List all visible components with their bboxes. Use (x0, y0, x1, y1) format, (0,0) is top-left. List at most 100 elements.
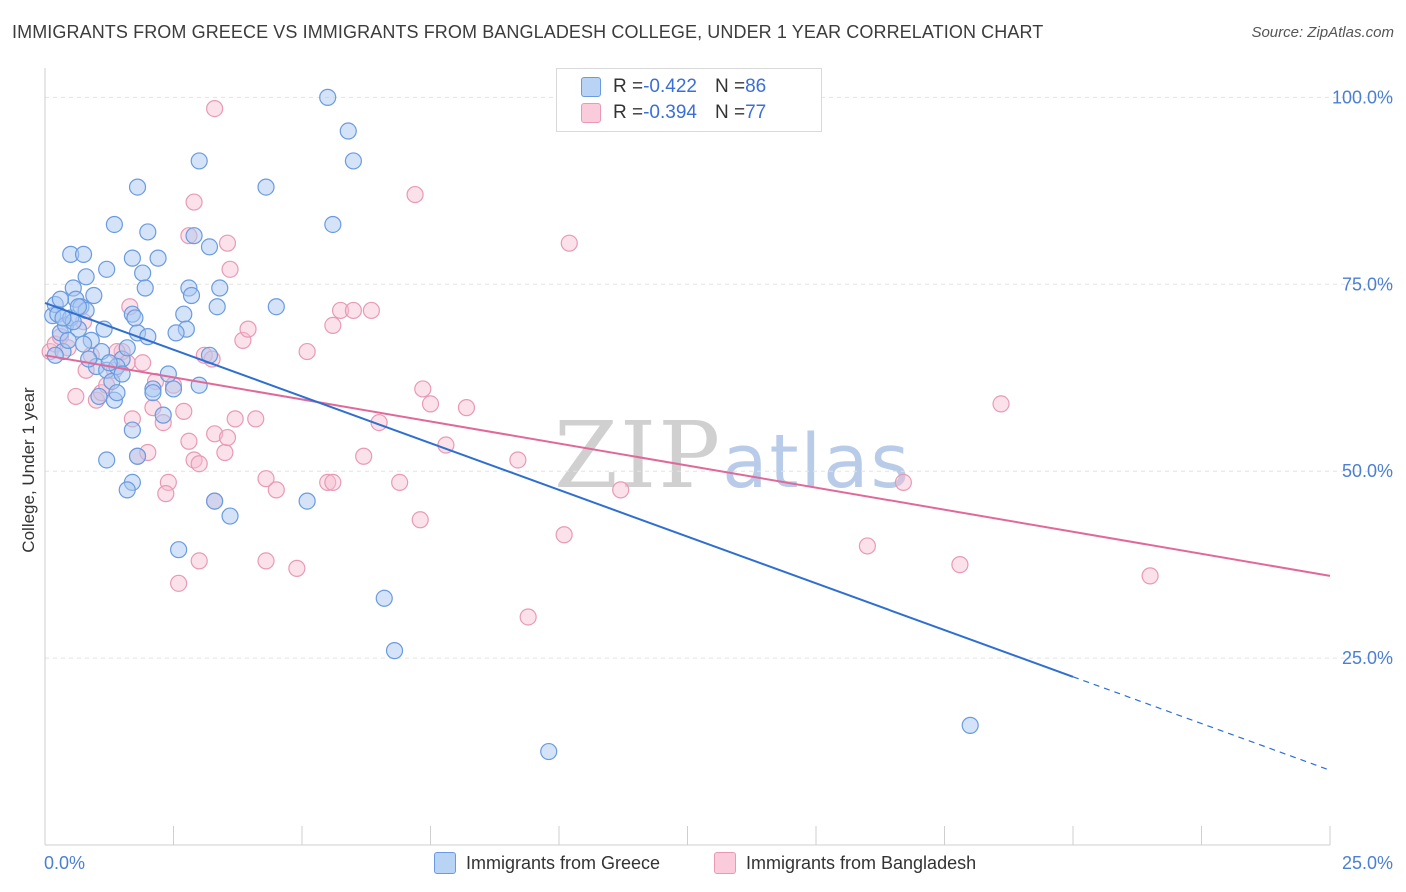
bangladesh-point (288, 559, 306, 577)
x-tick-label: 0.0% (44, 853, 85, 873)
greece-point (100, 354, 118, 372)
bangladesh-point (239, 320, 257, 338)
bottom-legend-greece: Immigrants from Greece (434, 852, 660, 874)
greece-point (126, 309, 144, 327)
bangladesh-point (858, 537, 877, 555)
bangladesh-point (519, 608, 537, 626)
bangladesh-point (234, 331, 252, 349)
bangladesh-point (406, 185, 424, 204)
greece-point (139, 223, 157, 241)
legend-r-label: R = (613, 76, 644, 97)
trend-lines (44, 302, 1331, 771)
bangladesh-point (324, 473, 342, 492)
legend-r-label: R = (613, 102, 644, 123)
greece-point (74, 335, 93, 353)
bangladesh-point (457, 399, 476, 417)
y-tick-label: 25.0% (1342, 648, 1393, 668)
bangladesh-point (1141, 567, 1159, 585)
legend-n-label: N = (714, 102, 746, 123)
greece-point (118, 339, 136, 357)
greece-point (211, 279, 229, 297)
greece-point (190, 376, 208, 394)
legend-r-value: -0.422 (643, 76, 697, 97)
bangladesh-point (170, 574, 188, 592)
greece-point (123, 421, 141, 439)
legend-row-greece: R = -0.422 N = 86 (581, 75, 766, 99)
greece-point (324, 215, 342, 234)
greece-point (136, 279, 154, 297)
greece-point (540, 742, 558, 761)
bangladesh-point (159, 473, 177, 492)
legend-n-value: 86 (745, 76, 767, 97)
greece-point (98, 451, 116, 469)
greece-point (167, 324, 185, 342)
bangladesh-point (221, 260, 239, 278)
bangladesh-point (344, 301, 362, 320)
greece-point (221, 507, 239, 525)
bangladesh-point (951, 556, 969, 574)
greece-legend-label: Immigrants from Greece (466, 852, 661, 873)
chart-title: IMMIGRANTS FROM GREECE VS IMMIGRANTS FRO… (12, 22, 1044, 42)
bangladesh-point (180, 432, 198, 450)
greece-point (257, 178, 275, 196)
bangladesh-point (560, 234, 578, 252)
greece-swatch (581, 77, 601, 97)
greece-trend-line (44, 302, 1074, 678)
greece-point (77, 268, 95, 286)
bangladesh-swatch (581, 103, 601, 123)
greece-point (108, 384, 126, 402)
greece-point (961, 716, 979, 734)
bangladesh-point (267, 481, 285, 499)
greece-point (182, 286, 201, 305)
greece-point (59, 331, 77, 349)
bangladesh-point (206, 99, 224, 118)
bangladesh-point (257, 470, 275, 488)
greece-point (344, 152, 362, 170)
greece-trend-extension (1072, 676, 1331, 771)
bangladesh-point (206, 425, 224, 443)
greece-point (118, 481, 136, 499)
greece-point (144, 384, 162, 402)
greece-point (385, 642, 404, 660)
greece-point (190, 152, 208, 170)
greece-point (51, 290, 70, 308)
bangladesh-point (218, 428, 237, 447)
bangladesh-point (414, 380, 432, 398)
greece-point (149, 249, 167, 267)
bangladesh-point (157, 485, 175, 503)
bangladesh-point (992, 395, 1010, 413)
bangladesh-point (190, 455, 208, 473)
bangladesh-point (226, 410, 244, 428)
greece-point (298, 492, 316, 510)
bangladesh-point (894, 473, 912, 492)
greece-point (128, 447, 147, 465)
greece-point (90, 387, 108, 406)
greece-point (154, 406, 172, 424)
bangladesh-point (298, 342, 316, 361)
bangladesh-point (190, 552, 208, 570)
greece-point (206, 492, 224, 510)
legend-row-bangladesh: R = -0.394 N = 77 (581, 101, 766, 125)
source-label: Source: ZipAtlas.com (1251, 24, 1394, 41)
legend-n-value: 77 (745, 102, 767, 123)
greece-point (164, 380, 183, 398)
greece-point (134, 264, 152, 282)
y-tick-labels: 25.0% 50.0% 75.0% 100.0% (1332, 87, 1393, 668)
greece-point (105, 215, 123, 234)
bangladesh-point (411, 511, 429, 529)
greece-point (159, 365, 177, 383)
greece-point (128, 178, 147, 196)
greece-point (267, 298, 285, 316)
bangladesh-point (555, 526, 573, 544)
bangladesh-point (247, 410, 265, 428)
bangladesh-point (324, 316, 342, 335)
bangladesh-point (612, 481, 630, 499)
x-tick-label: 25.0% (1342, 853, 1393, 873)
greece-point (339, 122, 357, 140)
y-axis-title: College, Under 1 year (19, 387, 38, 553)
greece-point (85, 286, 103, 305)
series-greece-points (44, 88, 979, 761)
legend-r-value: -0.394 (643, 102, 697, 123)
bottom-legend-bangladesh: Immigrants from Bangladesh (714, 852, 976, 874)
